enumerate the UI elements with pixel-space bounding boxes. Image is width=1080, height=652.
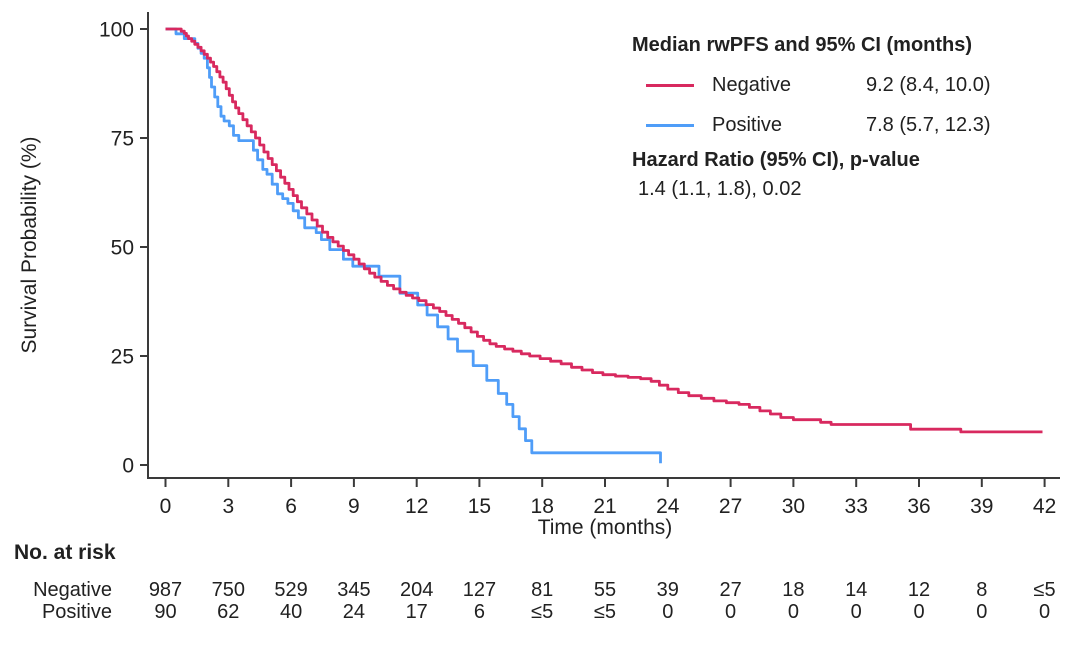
risk-count: 12 <box>907 579 931 601</box>
legend: Median rwPFS and 95% CI (months) Negativ… <box>632 33 991 201</box>
risk-count: 0 <box>913 601 925 623</box>
x-tick-label: 24 <box>656 495 680 518</box>
risk-count: 0 <box>1039 601 1051 623</box>
risk-count: 14 <box>845 579 868 601</box>
risk-count: 345 <box>337 579 371 601</box>
y-tick-label: 50 <box>111 237 134 260</box>
y-tick-label: 75 <box>111 128 134 151</box>
risk-count: 55 <box>593 579 617 601</box>
risk-count: 8 <box>976 579 988 601</box>
legend-label-positive: Positive <box>712 113 783 136</box>
risk-count: ≤5 <box>593 601 617 623</box>
risk-count: 204 <box>400 579 434 601</box>
x-tick-label: 12 <box>405 495 428 518</box>
risk-count: 0 <box>787 601 799 623</box>
risk-count: 18 <box>782 579 805 601</box>
legend-value-negative: 9.2 (8.4, 10.0) <box>866 73 991 96</box>
curve-negative <box>165 27 1043 434</box>
risk-count: 17 <box>405 601 428 623</box>
x-tick-label: 33 <box>845 495 868 518</box>
risk-count: 750 <box>211 579 245 601</box>
legend-value-positive: 7.8 (5.7, 12.3) <box>866 113 991 136</box>
hazard-ratio-title: Hazard Ratio (95% CI), p-value <box>632 149 920 171</box>
risk-count: 529 <box>274 579 308 601</box>
y-tick-label: 100 <box>99 19 134 42</box>
x-axis-title: Time (months) <box>537 516 673 539</box>
legend-label-negative: Negative <box>712 73 791 96</box>
x-tick-label: 18 <box>531 495 554 518</box>
risk-count: 0 <box>662 601 674 623</box>
risk-count: 39 <box>656 579 679 601</box>
risk-count: 987 <box>148 579 183 601</box>
x-tick-label: 9 <box>348 495 360 518</box>
risk-count: 40 <box>279 601 303 623</box>
risk-count: ≤5 <box>1033 579 1056 601</box>
x-tick-label: 36 <box>907 495 930 518</box>
y-axis-title: Survival Probability (%) <box>18 136 41 354</box>
x-tick-label: 39 <box>970 495 993 518</box>
risk-count: 90 <box>154 601 177 623</box>
risk-count: ≤5 <box>531 601 554 623</box>
risk-count: 0 <box>976 601 988 623</box>
negative-line-swatch <box>646 83 694 87</box>
y-axis-tick-labels: 0 25 50 75 100 <box>99 19 134 478</box>
x-tick-label: 42 <box>1033 495 1056 518</box>
x-tick-label: 0 <box>160 495 172 518</box>
y-tick-label: 25 <box>111 346 134 369</box>
curve-positive <box>165 27 662 464</box>
risk-count: 6 <box>473 601 485 623</box>
risk-table-header: No. at risk <box>14 541 116 564</box>
risk-count: 24 <box>342 601 366 623</box>
y-axis-ticks <box>140 28 148 466</box>
survival-curves <box>165 27 1043 464</box>
risk-count: 0 <box>725 601 737 623</box>
x-axis-ticks <box>164 478 1046 487</box>
positive-line-swatch <box>646 123 694 127</box>
risk-count: 0 <box>850 601 862 623</box>
risk-count: 81 <box>531 579 554 601</box>
legend-title: Median rwPFS and 95% CI (months) <box>632 34 973 56</box>
hazard-ratio-value: 1.4 (1.1, 1.8), 0.02 <box>638 178 802 200</box>
x-tick-label: 21 <box>593 495 616 518</box>
legend-row-negative: Negative 9.2 (8.4, 10.0) <box>646 73 991 97</box>
x-tick-label: 3 <box>222 495 234 518</box>
x-axis-tick-labels: 0 3 6 9 12 15 18 21 24 27 30 33 36 39 42 <box>160 495 1057 518</box>
risk-row-label-positive: Positive <box>41 601 112 623</box>
x-tick-label: 27 <box>719 495 742 518</box>
risk-row-label-negative: Negative <box>33 579 112 601</box>
x-tick-label: 15 <box>468 495 491 518</box>
x-tick-label: 30 <box>782 495 805 518</box>
risk-count: 127 <box>462 579 497 601</box>
legend-row-positive: Positive 7.8 (5.7, 12.3) <box>646 113 991 137</box>
risk-count: 27 <box>719 579 742 601</box>
y-tick-label: 0 <box>122 455 134 478</box>
x-tick-label: 6 <box>285 495 297 518</box>
risk-count: 62 <box>217 601 240 623</box>
